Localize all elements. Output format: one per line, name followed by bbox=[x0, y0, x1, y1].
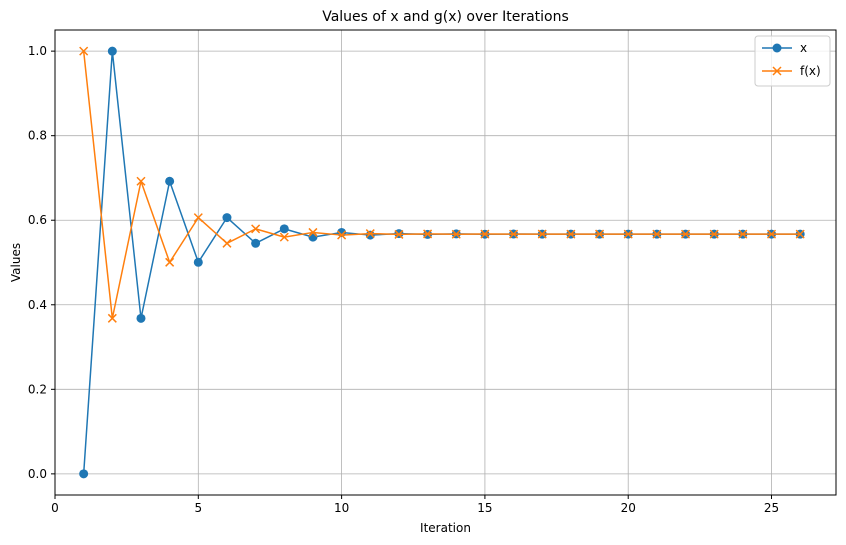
data-point-fx bbox=[365, 229, 375, 239]
legend-box bbox=[754, 35, 831, 87]
y-tick-label: 0.6 bbox=[28, 213, 47, 227]
legend-item-fx: f(x) bbox=[762, 64, 821, 78]
data-point-fx bbox=[623, 229, 633, 239]
y-tick-label: 0.8 bbox=[28, 129, 47, 143]
data-point-x bbox=[107, 46, 117, 56]
legend-label-fx: f(x) bbox=[800, 64, 821, 78]
y-axis: 0.0 0.2 0.4 0.6 0.8 1.0 bbox=[28, 44, 55, 481]
data-point-fx bbox=[537, 229, 547, 239]
legend: x f(x) bbox=[754, 35, 831, 87]
data-point-fx bbox=[79, 46, 89, 56]
data-point-fx bbox=[394, 229, 404, 239]
data-point-x bbox=[222, 213, 232, 223]
data-point-fx bbox=[766, 229, 777, 239]
data-point-x bbox=[279, 224, 289, 234]
grid bbox=[54, 30, 836, 495]
legend-item-x: x bbox=[762, 41, 807, 55]
y-tick-label: 0.4 bbox=[28, 298, 47, 312]
x-tick-label: 0 bbox=[51, 501, 59, 515]
x-axis-label: Iteration bbox=[420, 521, 471, 535]
y-tick-label: 0.0 bbox=[28, 467, 47, 481]
data-point-x bbox=[308, 232, 318, 242]
data-point-fx bbox=[107, 313, 117, 323]
data-point-fx bbox=[193, 213, 203, 223]
x-axis: 0 5 10 15 20 25 bbox=[51, 495, 779, 515]
legend-marker-x bbox=[772, 43, 782, 53]
legend-marker-fx bbox=[772, 66, 782, 76]
data-point-fx bbox=[423, 229, 433, 239]
data-point-fx bbox=[709, 229, 719, 239]
data-point-fx bbox=[509, 229, 519, 239]
data-point-fx bbox=[738, 229, 748, 239]
data-point-x bbox=[193, 257, 203, 267]
series-fx bbox=[79, 46, 805, 323]
series-layer bbox=[79, 46, 805, 479]
series-line-fx bbox=[82, 51, 801, 320]
plot-frame bbox=[54, 29, 837, 496]
data-point-x bbox=[251, 238, 261, 248]
data-point-fx bbox=[566, 229, 576, 239]
data-point-fx bbox=[165, 257, 175, 267]
x-tick-label: 5 bbox=[194, 501, 202, 515]
data-point-fx bbox=[251, 224, 261, 234]
data-point-fx bbox=[480, 229, 490, 239]
data-point-fx bbox=[222, 238, 232, 248]
x-tick-label: 25 bbox=[764, 501, 779, 515]
y-tick-label: 1.0 bbox=[28, 44, 47, 58]
data-point-fx bbox=[279, 232, 289, 242]
data-point-fx bbox=[308, 227, 318, 237]
chart-title: Values of x and g(x) over Iterations bbox=[322, 9, 569, 25]
data-point-fx bbox=[652, 229, 662, 239]
legend-items: x f(x) bbox=[762, 41, 821, 78]
y-tick-label: 0.2 bbox=[28, 382, 47, 396]
data-point-fx bbox=[795, 229, 805, 239]
legend-label-x: x bbox=[800, 41, 807, 55]
x-tick-label: 15 bbox=[477, 501, 492, 515]
x-tick-label: 10 bbox=[334, 501, 349, 515]
data-point-fx bbox=[337, 230, 347, 240]
data-point-x bbox=[365, 230, 375, 240]
x-tick-label: 20 bbox=[621, 501, 636, 515]
data-point-x bbox=[165, 176, 175, 186]
data-point-x bbox=[136, 313, 146, 323]
data-point-fx bbox=[136, 176, 146, 186]
data-point-fx bbox=[451, 229, 461, 239]
data-point-fx bbox=[595, 229, 605, 239]
y-axis-label: Values bbox=[9, 243, 23, 282]
data-point-fx bbox=[681, 229, 691, 239]
data-point-x bbox=[79, 469, 89, 479]
